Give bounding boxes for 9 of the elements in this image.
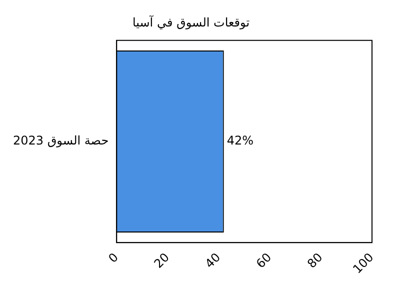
x-tick-label: 60 bbox=[253, 250, 274, 271]
chart-title: توقعات السوق في آسيا bbox=[132, 14, 250, 30]
y-tick-label: حصة السوق 2023 bbox=[12, 134, 109, 148]
x-tick-label: 0 bbox=[106, 250, 121, 266]
x-tick-label: 40 bbox=[202, 250, 224, 271]
x-tick-label: 80 bbox=[304, 250, 326, 271]
x-tick-label: 100 bbox=[350, 250, 376, 276]
x-tick-label: 20 bbox=[151, 250, 172, 271]
data-label: 42% bbox=[226, 134, 254, 148]
